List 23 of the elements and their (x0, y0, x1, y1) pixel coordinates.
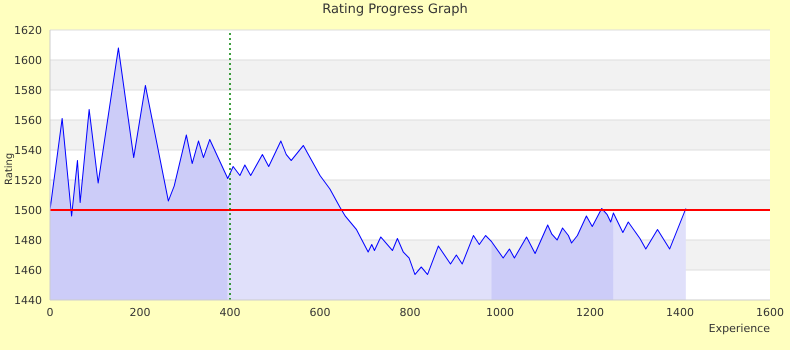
y-tick-label: 1620 (14, 24, 42, 37)
x-tick-label: 400 (220, 306, 240, 319)
y-tick-label: 1540 (14, 144, 42, 157)
x-tick-label: 600 (310, 306, 330, 319)
x-tick-label: 1200 (576, 306, 604, 319)
y-tick-label: 1440 (14, 294, 42, 307)
x-tick-label: 0 (46, 306, 54, 319)
y-axis-title: Rating (4, 152, 15, 185)
line-series (50, 48, 686, 275)
x-tick-label: 800 (400, 306, 420, 319)
x-tick-label: 200 (130, 306, 150, 319)
y-tick-label: 1480 (14, 234, 42, 247)
y-tick-label: 1520 (14, 174, 42, 187)
y-tick-label: 1500 (14, 204, 42, 217)
x-axis-title: Experience (708, 322, 770, 335)
chart-title: Rating Progress Graph (321, 2, 469, 17)
x-tick-label: 1600 (756, 306, 784, 319)
x-tick-label: 1000 (486, 306, 514, 319)
y-tick-label: 1600 (14, 54, 42, 67)
y-tick-label: 1580 (14, 84, 42, 97)
x-tick-label: 1400 (666, 306, 694, 319)
y-tick-label: 1560 (14, 114, 42, 127)
y-tick-label: 1460 (14, 264, 42, 277)
